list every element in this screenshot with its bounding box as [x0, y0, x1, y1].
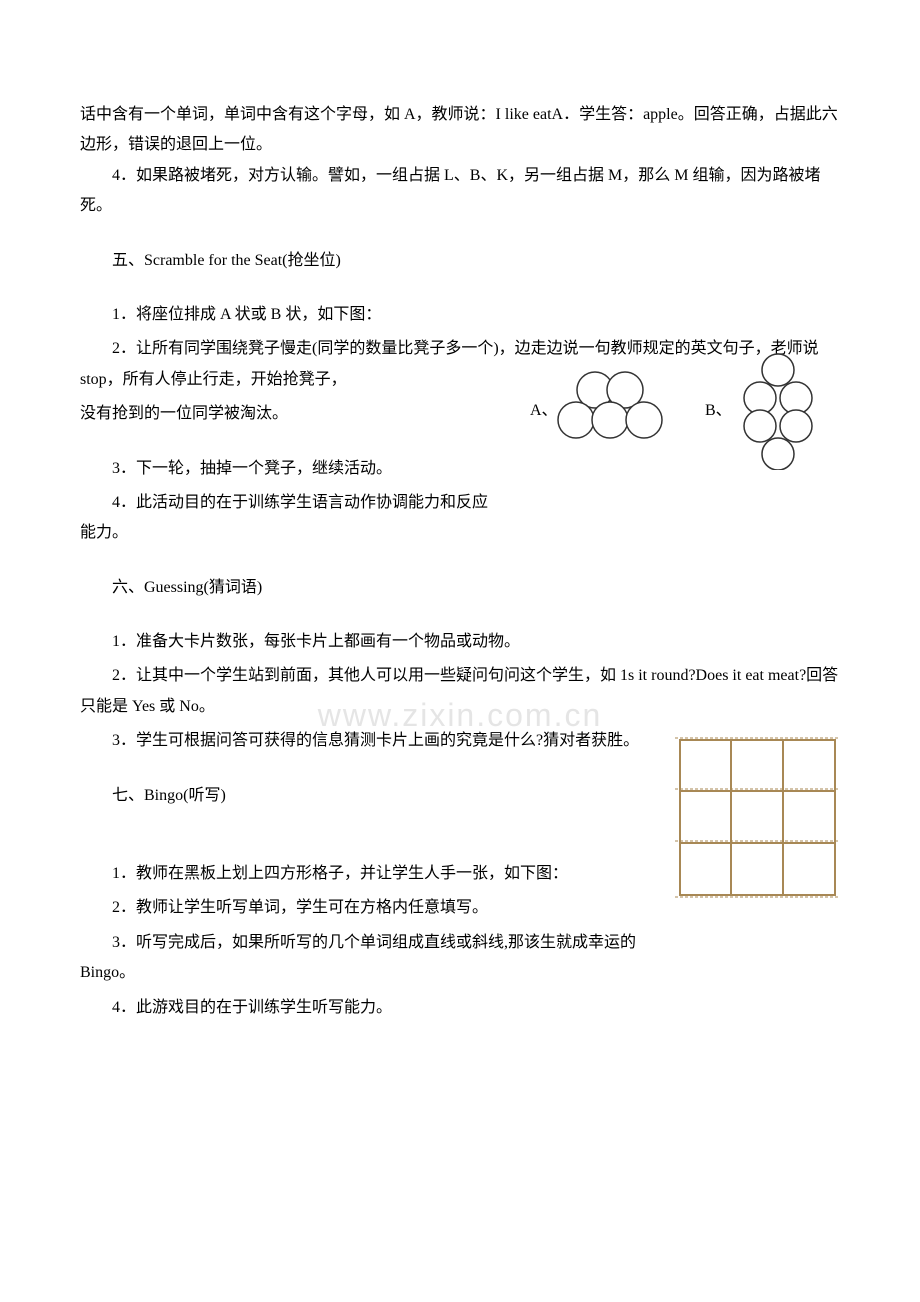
- seat-label-b: B、: [705, 402, 732, 419]
- section-5-item-4: 4．此活动目的在于训练学生语言动作协调能力和反应能力。: [80, 488, 500, 549]
- section-7-item-4: 4．此游戏目的在于训练学生听写能力。: [80, 993, 840, 1023]
- seat-arrangement-figure: A、 B、: [520, 350, 840, 470]
- section-7-item-1: 1．教师在黑板上划上四方形格子，并让学生人手一张，如下图：: [80, 859, 640, 889]
- section-6-item-1: 1．准备大卡片数张，每张卡片上都画有一个物品或动物。: [80, 627, 840, 657]
- seat-pattern-a: [558, 372, 662, 438]
- section-5-item-1: 1．将座位排成 A 状或 B 状，如下图：: [80, 300, 840, 330]
- section-6-title: 六、Guessing(猜词语): [80, 573, 840, 603]
- paragraph-intro-2: 4．如果路被堵死，对方认输。譬如，一组占据 L、B、K，另一组占据 M，那么 M…: [80, 161, 840, 222]
- section-5-item-2b: 没有抢到的一位同学被淘汰。: [80, 399, 500, 429]
- seat-label-a: A、: [530, 402, 558, 419]
- section-5-item-3: 3．下一轮，抽掉一个凳子，继续活动。: [80, 454, 500, 484]
- paragraph-intro-1: 话中含有一个单词，单词中含有这个字母，如 A，教师说：I like eatA．学…: [80, 100, 840, 161]
- section-5-title: 五、Scramble for the Seat(抢坐位): [80, 246, 840, 276]
- section-7-item-3: 3．听写完成后，如果所听写的几个单词组成直线或斜线,那该生就成幸运的 Bingo…: [80, 928, 640, 989]
- seat-pattern-b: [744, 354, 812, 470]
- section-7-item-2: 2．教师让学生听写单词，学生可在方格内任意填写。: [80, 893, 640, 923]
- section-6-item-2: 2．让其中一个学生站到前面，其他人可以用一些疑问句问这个学生，如 1s it r…: [80, 661, 840, 722]
- bingo-grid-figure: [675, 735, 840, 900]
